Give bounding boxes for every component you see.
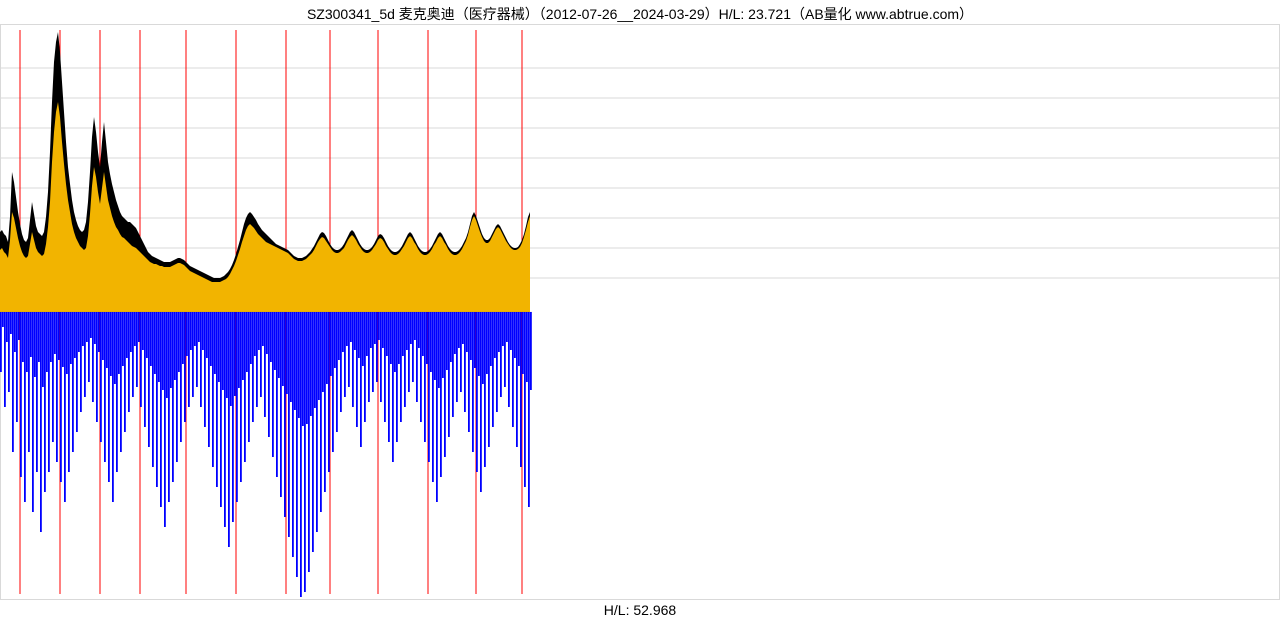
chart-title: SZ300341_5d 麦克奥迪（医疗器械）（2012-07-26__2024-… [0,4,1280,24]
stock-chart-container: SZ300341_5d 麦克奥迪（医疗器械）（2012-07-26__2024-… [0,0,1280,620]
plot-area [0,24,1280,600]
chart-svg [0,24,1280,600]
bottom-ratio-label: H/L: 52.968 [0,602,1280,618]
